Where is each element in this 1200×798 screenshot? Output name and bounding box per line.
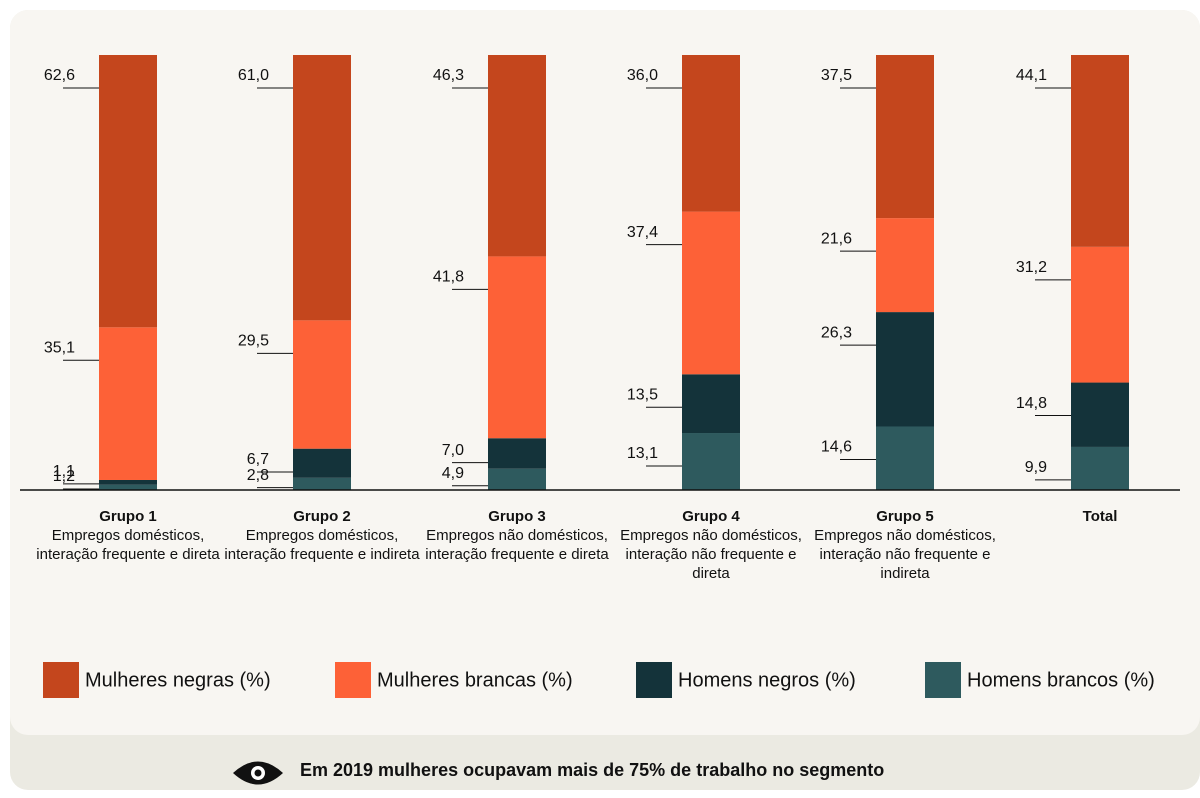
legend-swatch (335, 662, 371, 698)
data-label: 21,6 (821, 230, 852, 247)
data-label: 9,9 (1025, 459, 1047, 476)
data-label: 13,1 (627, 445, 658, 462)
category-description: Empregos não domésticos, interação não f… (814, 527, 996, 582)
category-description: Empregos não domésticos, interação frequ… (425, 527, 609, 563)
bar-segment (488, 438, 546, 469)
bar-segment (488, 256, 546, 439)
bar-segment (682, 55, 740, 212)
category-label: Grupo 5 Empregos não domésticos, interaçã… (807, 507, 1003, 583)
bar-segment (99, 484, 157, 490)
legend-swatch (43, 662, 79, 698)
category-name: Grupo 2 (293, 508, 351, 525)
data-label: 2,8 (247, 467, 269, 484)
bar-segment (488, 55, 546, 257)
bar-segment (876, 218, 934, 313)
legend-label: Homens negros (%) (678, 669, 856, 691)
bar-segment (293, 320, 351, 449)
bar-segment (99, 327, 157, 480)
bar-segment (682, 433, 740, 490)
data-label: 46,3 (433, 67, 464, 84)
data-label: 14,6 (821, 439, 852, 456)
category-name: Grupo 4 (682, 508, 740, 525)
category-label: Grupo 3 Empregos não domésticos, interaçã… (419, 507, 615, 564)
category-description: Empregos domésticos, interação frequente… (224, 527, 420, 563)
legend-label: Mulheres negras (%) (85, 669, 271, 691)
bar-segment (293, 448, 351, 478)
data-label: 35,1 (44, 340, 75, 357)
data-label: 4,9 (442, 465, 464, 482)
category-name: Grupo 5 (876, 508, 934, 525)
data-label: 6,7 (247, 451, 269, 468)
bar-segment (293, 477, 351, 490)
bar-segment (876, 55, 934, 219)
category-label: Total (1002, 507, 1198, 526)
data-label: 13,5 (627, 387, 658, 404)
data-label: 1,2 (53, 468, 75, 485)
category-name: Grupo 1 (99, 508, 157, 525)
legend-swatch (636, 662, 672, 698)
data-label: 31,2 (1016, 259, 1047, 276)
data-label: 44,1 (1016, 67, 1047, 84)
category-description: Empregos não domésticos, interação não f… (620, 527, 802, 582)
data-label: 29,5 (238, 333, 269, 350)
legend-swatch (925, 662, 961, 698)
category-description: Empregos domésticos, interação frequente… (36, 527, 220, 563)
data-label: 62,6 (44, 67, 75, 84)
data-label: 36,0 (627, 67, 658, 84)
data-label: 14,8 (1016, 395, 1047, 412)
bar-segment (99, 479, 157, 485)
footer-note: Em 2019 mulheres ocupavam mais de 75% de… (300, 760, 885, 780)
bar-segment (1071, 446, 1129, 490)
legend-label: Mulheres brancas (%) (377, 669, 573, 691)
bar-segment (1071, 382, 1129, 447)
data-label: 37,4 (627, 224, 658, 241)
bar-segment (488, 468, 546, 490)
bar-segment (99, 55, 157, 328)
category-name: Total (1082, 508, 1118, 525)
legend-label: Homens brancos (%) (967, 669, 1155, 691)
data-label: 7,0 (442, 442, 464, 459)
category-name: Grupo 3 (488, 508, 546, 525)
category-label: Grupo 2 Empregos domésticos, interação fr… (224, 507, 420, 564)
data-label: 41,8 (433, 269, 464, 286)
bar-segment (876, 426, 934, 490)
bar-segment (1071, 246, 1129, 383)
bar-segment (682, 374, 740, 434)
category-label: Grupo 1 Empregos domésticos, interação fr… (30, 507, 226, 564)
bar-segment (293, 55, 351, 321)
eye-icon (233, 761, 283, 785)
bar-segment (876, 312, 934, 427)
panel (10, 10, 1200, 735)
data-label: 37,5 (821, 67, 852, 84)
data-label: 61,0 (238, 67, 269, 84)
bar-segment (682, 211, 740, 375)
category-label: Grupo 4 Empregos não domésticos, interaçã… (613, 507, 809, 583)
bar-segment (1071, 55, 1129, 247)
data-label: 26,3 (821, 324, 852, 341)
data-label: 1,1 (53, 463, 75, 480)
